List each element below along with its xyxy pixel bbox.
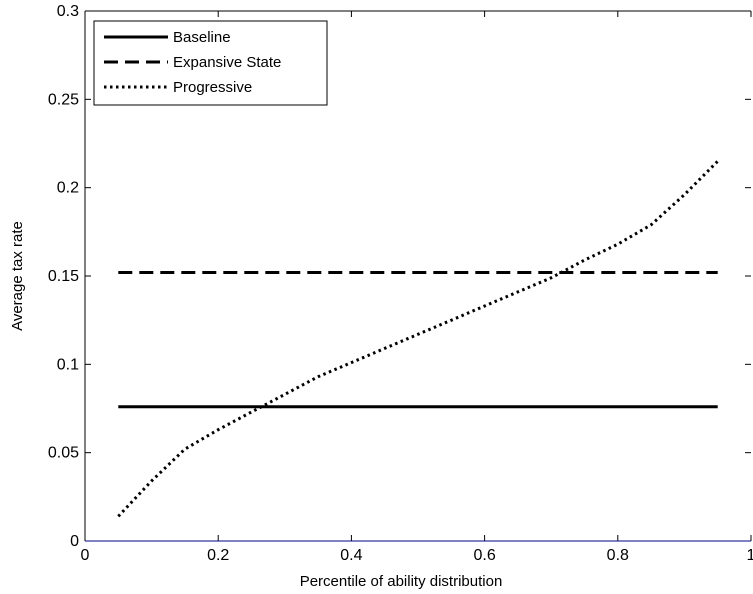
series-line-progressive [117,160,719,518]
x-tick-label: 0.2 [207,547,229,564]
x-tick-label: 1 [747,547,753,564]
y-tick-label: 0.2 [57,180,79,197]
y-tick-label: 0.15 [48,268,79,285]
x-tick-label: 0 [81,547,90,564]
legend-label: Progressive [173,79,252,96]
x-tick-label: 0.6 [473,547,495,564]
y-tick-label: 0.3 [57,3,79,20]
y-tick-label: 0 [70,533,79,550]
y-tick-label: 0.1 [57,356,79,373]
y-axis-label: Average tax rate [9,221,26,331]
y-tick-label: 0.05 [48,445,79,462]
x-axis-label: Percentile of ability distribution [300,573,503,590]
legend-label: Baseline [173,29,231,46]
series-layer [117,160,719,518]
legend-label: Expansive State [173,54,281,71]
x-tick-label: 0.4 [340,547,362,564]
y-tick-label: 0.25 [48,91,79,108]
legend: Baseline Expansive State Progressive [93,20,328,106]
x-tick-label: 0.8 [607,547,629,564]
